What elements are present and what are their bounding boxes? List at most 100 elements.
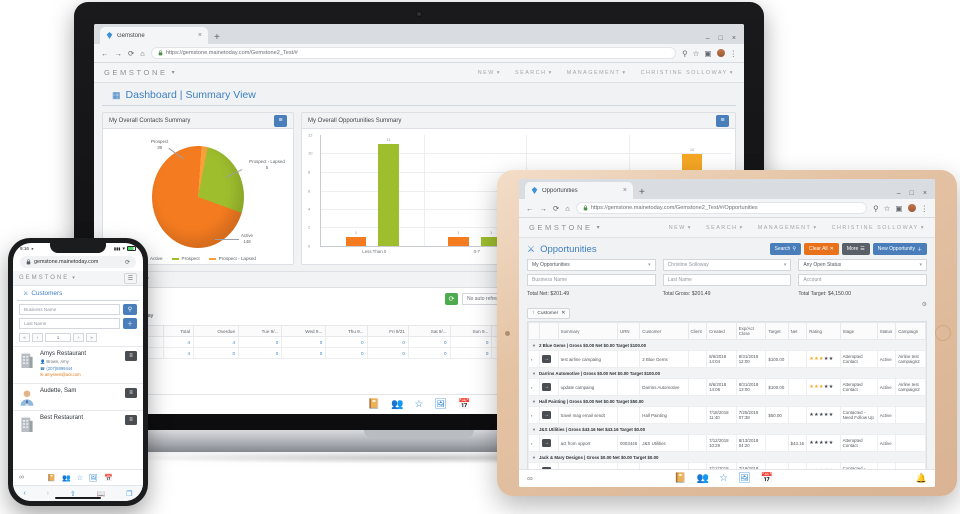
home-icon[interactable]: ⌂ [565, 203, 570, 213]
address-bar[interactable]: gemstone.mainetoday.com ⟳ [20, 256, 136, 268]
new-tab-icon[interactable]: + [639, 187, 645, 198]
list-item-menu-icon[interactable]: ≡ [125, 387, 137, 398]
close-icon[interactable]: × [622, 187, 627, 194]
cell[interactable]: 0 [366, 347, 409, 359]
customer-email[interactable]: ✉ amysrest@aol.com [40, 372, 81, 377]
col-created[interactable]: Created [706, 322, 737, 340]
home-icon[interactable]: ⌂ [140, 48, 145, 58]
next-page-button[interactable]: › [73, 333, 84, 342]
window-close-icon[interactable]: × [731, 35, 736, 42]
view-select[interactable]: My Opportunities ▾ [527, 259, 656, 271]
col-rating[interactable]: Rating [806, 322, 841, 340]
infinity-icon[interactable]: ∞ [527, 474, 533, 483]
business-name-input[interactable]: Business Name [527, 274, 656, 286]
people-icon[interactable]: 👥 [696, 472, 710, 484]
group-header-row[interactable]: ▼ 2 Blue Gems | Gross $0.00 Net $0.00 Tar… [528, 339, 926, 351]
address-bar[interactable]: https://gemstone.mainetoday.com/Gemstone… [150, 47, 677, 59]
cell[interactable]: 0 [407, 336, 451, 348]
col-exp-act-close[interactable]: Exp/Act Close [735, 322, 767, 340]
cell[interactable]: 0 [325, 347, 368, 359]
safari-bookmarks-icon[interactable]: 📖 [96, 490, 106, 498]
cell[interactable]: 0 [449, 347, 493, 359]
clear-all-button[interactable]: Clear All ✕ [804, 243, 839, 255]
col-client[interactable]: Client [687, 322, 708, 340]
cell[interactable]: 0 [281, 347, 327, 359]
calendar-icon[interactable]: 📅 [458, 398, 471, 410]
profile-avatar[interactable] [907, 204, 916, 212]
cell[interactable]: 0 [407, 347, 451, 359]
safari-tabs-icon[interactable]: ❐ [126, 490, 133, 498]
forward-icon[interactable]: → [539, 203, 548, 213]
brand-label[interactable]: GEMSTONE [104, 68, 168, 77]
owner-select[interactable]: Christine Solloway ▾ [662, 259, 792, 271]
customer-phone[interactable]: ☎ (207)8899444 [40, 365, 73, 371]
col-campaign[interactable]: Campaign [895, 322, 926, 340]
row-action-cell[interactable]: → [539, 434, 559, 452]
people-icon[interactable]: 👥 [62, 474, 71, 482]
browser-tab[interactable]: Opportunities × [525, 182, 633, 199]
cell[interactable]: 4 [193, 336, 240, 348]
minimize-icon[interactable]: – [896, 190, 901, 197]
menu-icon[interactable]: ⋮ [729, 48, 738, 58]
row-action-cell[interactable]: → [539, 406, 559, 424]
account-input[interactable]: Account [798, 274, 928, 286]
row-expand-cell[interactable]: ▪ [528, 406, 541, 424]
list-item-menu-icon[interactable]: ≡ [125, 351, 137, 361]
key-icon[interactable]: ⚲ [873, 203, 879, 213]
infinity-icon[interactable]: ∞ [19, 474, 24, 481]
cell[interactable]: 0 [325, 336, 368, 348]
col-stage[interactable]: Stage [839, 322, 878, 340]
new-tab-icon[interactable]: + [214, 32, 220, 43]
row-expand-cell[interactable]: ▪ [528, 434, 541, 452]
list-item[interactable]: Audette, Sam ≡ [13, 382, 143, 410]
calendar-icon[interactable]: 📅 [103, 474, 113, 482]
reload-icon[interactable]: ⟳ [128, 48, 135, 58]
search-button[interactable]: Search ⚲ [769, 243, 802, 255]
collapse-icon[interactable]: ▼ [532, 370, 536, 376]
brand-label[interactable]: GEMSTONE [19, 275, 70, 281]
profile-avatar[interactable] [716, 49, 725, 57]
star-icon[interactable]: ☆ [414, 398, 424, 410]
nav-item-user[interactable]: CHRISTINE SOLLOWAY ▾ [831, 224, 925, 231]
table-row[interactable]: ▪ → test airline campaing 2 Blue Gems 8/6/20… [528, 350, 926, 368]
last-name-input[interactable]: Last Name [662, 274, 792, 286]
rating-stars[interactable]: ★★★★★ [809, 440, 833, 446]
page-number-input[interactable]: 1 [45, 333, 71, 342]
cell[interactable]: 0 [238, 347, 283, 359]
menu-icon[interactable]: ⋮ [920, 203, 929, 213]
image-icon[interactable]: 🖼 [434, 398, 448, 410]
list-item[interactable]: Best Restaurant ≡ [13, 409, 143, 437]
reload-icon[interactable]: ⟳ [553, 203, 560, 213]
nav-item-management[interactable]: MANAGEMENT ▾ [566, 69, 627, 76]
prev-page-button[interactable]: ‹ [32, 333, 43, 342]
window-close-icon[interactable]: × [922, 190, 927, 197]
nav-item-management[interactable]: MANAGEMENT ▾ [757, 224, 818, 231]
safari-back-icon[interactable]: ‹ [23, 490, 26, 497]
bookmark-star-icon[interactable]: ☆ [692, 48, 700, 58]
bookmark-star-icon[interactable]: ☆ [883, 203, 891, 213]
close-icon[interactable]: × [197, 32, 202, 39]
safari-forward-icon[interactable]: › [46, 490, 49, 497]
calendar-icon[interactable]: 📅 [760, 472, 774, 484]
col-customer[interactable]: Customer [639, 322, 689, 340]
gear-icon[interactable]: ⚙ [921, 302, 927, 308]
table-row[interactable]: ▪ → act from opport 0003446 J&S Utilities 7/1… [528, 434, 926, 452]
chevron-down-icon[interactable]: ▾ [72, 275, 75, 281]
first-page-button[interactable]: « [19, 333, 30, 342]
row-expand-cell[interactable]: ▪ [528, 378, 541, 396]
panel-menu-icon[interactable]: ≡ [716, 114, 729, 127]
panel-menu-icon[interactable]: ≡ [274, 114, 287, 127]
search-button[interactable]: ⚲ [123, 304, 137, 315]
collapse-icon[interactable]: ▼ [532, 342, 536, 348]
hamburger-menu-icon[interactable]: ☰ [124, 272, 137, 284]
more-button[interactable]: More ☰ [841, 243, 870, 255]
star-icon[interactable]: ☆ [719, 472, 729, 484]
safari-share-icon[interactable]: ⇧ [69, 490, 76, 498]
minimize-icon[interactable]: – [705, 35, 710, 42]
nav-item-new[interactable]: NEW ▾ [477, 69, 502, 76]
collapse-icon[interactable]: ▼ [532, 398, 536, 404]
new-opportunity-button[interactable]: New Opportunity ＋ [872, 243, 927, 255]
remove-icon[interactable]: ✕ [561, 311, 566, 316]
book-icon[interactable]: 📔 [367, 398, 380, 410]
opportunities-grid[interactable]: Summary URN Customer Client Created Exp/… [527, 321, 927, 487]
